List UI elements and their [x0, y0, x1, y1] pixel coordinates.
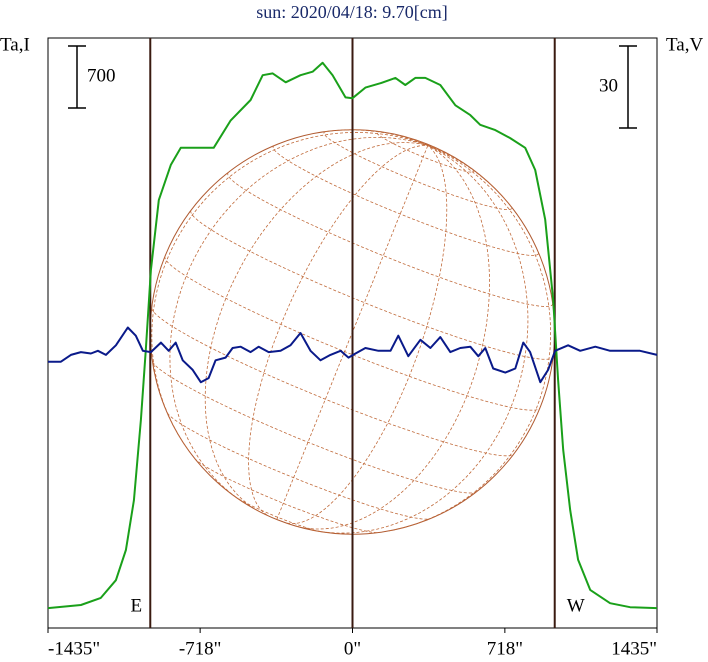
scale-label: 30 [599, 75, 618, 96]
disk-meridian [427, 145, 512, 207]
disk-meridian [427, 145, 436, 148]
disk-parallel [151, 308, 514, 457]
scale-label: 700 [87, 65, 116, 86]
disk-meridian [248, 144, 428, 516]
x-tick-label: 718" [487, 638, 523, 659]
data-line [48, 326, 658, 384]
x-tick-label: 1435" [611, 638, 657, 659]
x-tick-label: -718" [179, 638, 222, 659]
disk-meridian [286, 145, 448, 524]
disk-meridian [401, 135, 428, 146]
disk-meridian [326, 129, 428, 146]
disk-meridian [295, 145, 490, 530]
disk-meridian [427, 145, 454, 157]
disk-meridian [311, 145, 529, 534]
x-tick-label: -1435" [48, 638, 100, 659]
chart-title: sun: 2020/04/18: 9.70[cm] [256, 2, 448, 22]
limb-label: E [130, 595, 142, 616]
y-axis-label: Ta,I [0, 34, 30, 55]
limb-label: W [567, 595, 585, 616]
disk-parallel [152, 361, 476, 494]
disk-meridian [389, 145, 551, 532]
disk-meridian [276, 145, 429, 520]
data-line [47, 61, 658, 610]
disk-meridian [169, 137, 428, 504]
y2-axis-label: Ta,V [666, 34, 703, 55]
disk-meridian [151, 131, 428, 450]
disk-parallel [272, 145, 539, 256]
x-tick-label: 0" [344, 638, 361, 659]
disk-meridian [204, 142, 428, 512]
